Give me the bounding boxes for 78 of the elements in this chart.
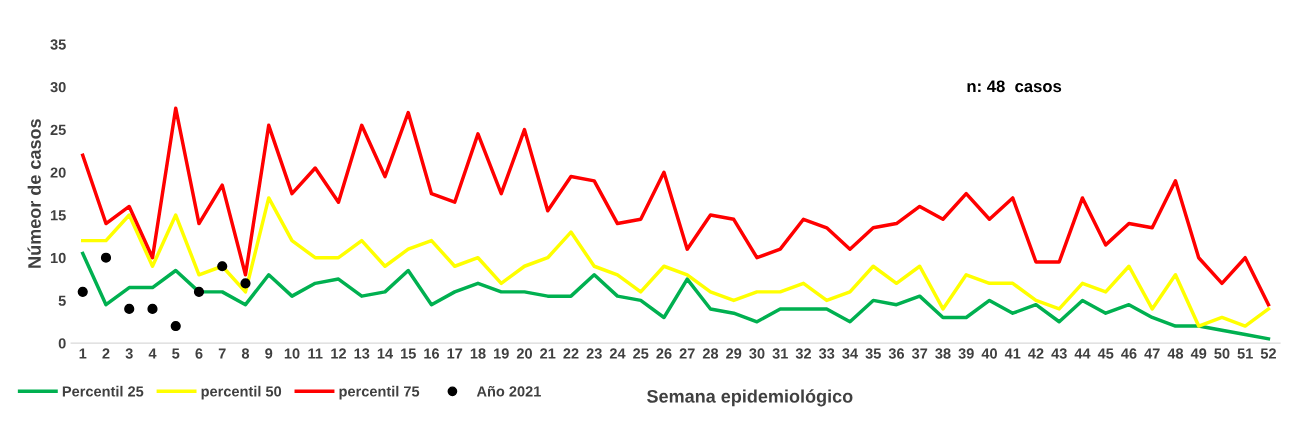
- x-tick-label: 4: [148, 348, 157, 359]
- x-axis-title: Semana epidemiológico: [647, 389, 853, 407]
- x-tick-label: 13: [354, 348, 370, 359]
- x-tick-label: 49: [1190, 348, 1207, 359]
- x-tick-label: 21: [540, 348, 556, 359]
- line-series: [81, 106, 1271, 307]
- x-tick-label: 25: [633, 348, 649, 359]
- x-tick-label: 26: [656, 348, 672, 359]
- x-tick-label: 27: [679, 348, 695, 359]
- x-tick-label: 30: [749, 348, 765, 359]
- x-tick-label: 50: [1214, 348, 1230, 359]
- point: [124, 303, 135, 315]
- y-tick-label: 5: [58, 295, 66, 306]
- x-tick-label: 23: [586, 348, 602, 359]
- x-tick-label: 44: [1074, 348, 1091, 359]
- y-tick-label: 0: [58, 338, 66, 349]
- x-tick-label: 31: [772, 348, 788, 359]
- x-tick-label: 48: [1167, 348, 1184, 359]
- x-tick-label: 36: [888, 348, 905, 359]
- x-tick-label: 43: [1051, 348, 1067, 359]
- y-axis-title: Númeor de casos: [27, 119, 41, 268]
- y-tick-label: 25: [50, 124, 66, 136]
- x-tick-label: 24: [609, 348, 626, 359]
- x-tick-label: 16: [424, 348, 440, 359]
- x-tick-label: 18: [470, 348, 486, 359]
- point: [147, 303, 158, 315]
- x-tick-label: 47: [1144, 348, 1160, 359]
- x-tick-label: 35: [865, 348, 881, 359]
- point: [240, 278, 251, 289]
- x-tick-label: 34: [842, 348, 858, 359]
- x-tick-label: 52: [1260, 348, 1276, 359]
- x-tick-label: 11: [308, 348, 323, 359]
- x-tick-label: 20: [516, 348, 532, 359]
- legend-label: percentil 50: [201, 385, 282, 400]
- x-tick-label: 2: [102, 348, 110, 359]
- x-tick-label: 51: [1237, 348, 1253, 359]
- point: [100, 252, 112, 263]
- x-tick-label: 7: [218, 348, 226, 359]
- x-tick-label: 40: [981, 348, 997, 359]
- x-tick-label: 6: [195, 348, 203, 359]
- line-series: [81, 196, 1271, 328]
- line-series: [81, 251, 1271, 341]
- x-tick-label: 28: [702, 348, 719, 359]
- x-tick-label: 45: [1097, 348, 1114, 359]
- y-tick-label: 35: [50, 39, 66, 50]
- x-tick-label: 22: [563, 348, 579, 359]
- y-tick-label: 15: [50, 210, 66, 221]
- y-tick-label: 30: [50, 82, 66, 93]
- x-tick-label: 42: [1028, 348, 1044, 359]
- x-tick-label: 32: [795, 348, 811, 359]
- x-tick-label: 19: [494, 348, 509, 359]
- x-tick-label: 17: [447, 348, 463, 359]
- point: [217, 261, 228, 272]
- x-tick-label: 37: [911, 348, 928, 359]
- x-tick-label: 12: [331, 348, 347, 359]
- x-tick-label: 9: [265, 348, 273, 359]
- point: [77, 286, 88, 297]
- legend-label: percentil 75: [339, 385, 420, 400]
- legend-label: Año 2021: [476, 385, 541, 397]
- x-tick-label: 14: [377, 348, 394, 359]
- x-tick-label: 39: [958, 348, 974, 359]
- legend-label: Percentil 25: [62, 385, 144, 397]
- x-tick-label: 33: [818, 348, 835, 359]
- x-tick-label: 8: [241, 348, 250, 359]
- x-tick-label: 15: [401, 348, 416, 359]
- x-tick-label: 1: [79, 348, 87, 359]
- y-tick-label: 20: [50, 167, 66, 178]
- annotation: n: 48 casos: [967, 80, 1062, 93]
- y-tick-label: 10: [50, 252, 66, 264]
- point: [170, 320, 181, 332]
- x-tick-label: 41: [1004, 348, 1021, 359]
- x-tick-label: 46: [1121, 348, 1137, 359]
- x-tick-label: 38: [935, 348, 951, 359]
- x-tick-label: 10: [284, 348, 300, 359]
- x-tick-label: 5: [172, 348, 180, 359]
- x-tick-label: 29: [726, 348, 742, 359]
- x-tick-label: 3: [125, 348, 133, 359]
- point: [193, 286, 205, 297]
